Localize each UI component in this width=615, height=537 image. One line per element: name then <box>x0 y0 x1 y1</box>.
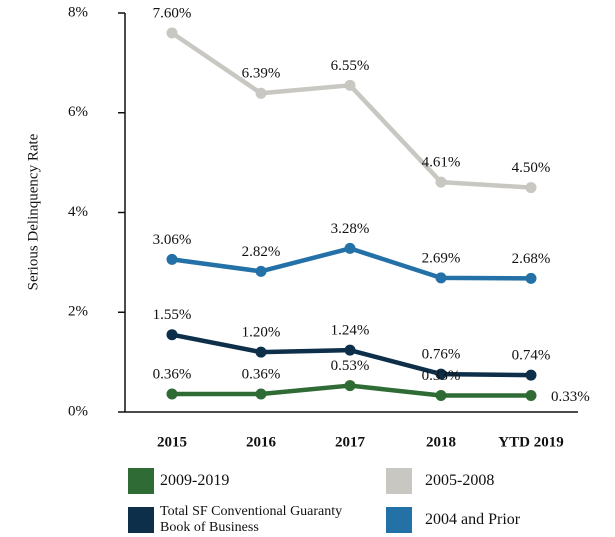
legend-label: 2009-2019 <box>160 472 230 489</box>
y-tick-label: 8% <box>68 4 88 20</box>
data-label: 3.06% <box>153 232 192 248</box>
point <box>255 87 267 99</box>
point <box>435 272 447 284</box>
x-tick-label: YTD 2019 <box>498 434 563 450</box>
x-tick-label: 2015 <box>157 434 187 450</box>
y-tick-label: 6% <box>68 104 88 120</box>
x-tick-label: 2016 <box>246 434 277 450</box>
data-label: 7.60% <box>153 5 192 21</box>
data-label: 0.36% <box>242 366 281 382</box>
point <box>525 390 537 402</box>
point <box>166 27 178 39</box>
data-label: 2.82% <box>242 244 281 260</box>
data-label: 6.39% <box>242 66 281 82</box>
data-label: 1.24% <box>331 323 370 339</box>
legend-label: 2005-2008 <box>425 472 495 489</box>
legend-swatch <box>386 468 412 494</box>
point <box>344 79 356 91</box>
data-label: 4.61% <box>422 155 461 171</box>
series-line <box>170 31 532 190</box>
y-tick-label: 4% <box>68 204 88 220</box>
legend-swatch <box>386 507 412 533</box>
data-label: 2.68% <box>512 251 551 267</box>
point <box>525 369 537 381</box>
point <box>166 388 178 400</box>
point <box>525 272 537 284</box>
point <box>344 380 356 392</box>
data-label: 0.53% <box>331 358 370 374</box>
point <box>435 176 447 188</box>
data-label: 0.76% <box>422 347 461 363</box>
data-label: 6.55% <box>331 58 370 74</box>
legend-swatch <box>128 507 154 533</box>
data-label: 2.69% <box>422 250 461 266</box>
data-label: 1.55% <box>153 307 192 323</box>
x-tick-label: 2017 <box>335 434 366 450</box>
x-tick-label: 2018 <box>426 434 456 450</box>
point <box>255 388 267 400</box>
data-label: 0.33% <box>422 368 461 384</box>
data-label: 3.28% <box>331 221 370 237</box>
data-label: 1.20% <box>242 325 281 341</box>
point <box>166 329 178 341</box>
legend-label: 2004 and Prior <box>425 511 521 528</box>
point <box>344 242 356 254</box>
point <box>435 368 447 380</box>
data-label: 0.36% <box>153 366 192 382</box>
legend-swatch <box>128 468 154 494</box>
point <box>166 253 178 265</box>
point <box>344 344 356 356</box>
point <box>435 390 447 402</box>
y-axis-label: Serious Delinquency Rate <box>25 133 41 290</box>
point <box>255 265 267 277</box>
y-tick-label: 2% <box>68 304 88 320</box>
legend-label: Total SF Conventional Guaranty Book of B… <box>160 504 343 535</box>
point <box>525 182 537 194</box>
data-label: 4.50% <box>512 160 551 176</box>
point <box>255 346 267 358</box>
data-label: 0.33% <box>551 389 590 405</box>
data-label: 0.74% <box>512 348 551 364</box>
y-tick-label: 0% <box>68 403 88 419</box>
